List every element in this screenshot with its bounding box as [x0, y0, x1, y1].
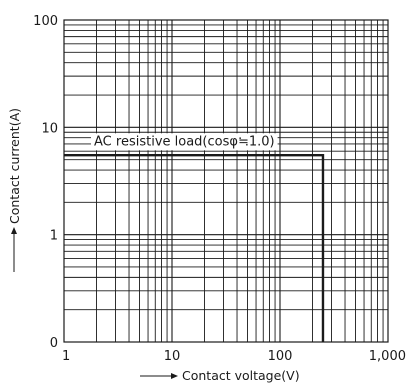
x-tick-label: 1 — [62, 349, 70, 364]
x-axis-title: Contact voltage(V) — [182, 368, 300, 383]
x-tick-label: 1,000 — [369, 349, 406, 364]
annotation-layer: AC resistive load(cosφ≒1.0) — [91, 133, 278, 151]
series-line-1 — [64, 154, 325, 342]
annotation-label: AC resistive load(cosφ≒1.0) — [94, 134, 275, 149]
x-tick-label: 10 — [164, 349, 181, 364]
y-tick-label: 10 — [41, 121, 58, 136]
x-axis-arrow-head — [171, 373, 178, 379]
y-axis-title: Contact current(A) — [7, 108, 22, 224]
annotation-background — [91, 133, 278, 151]
x-axis-title-group: Contact voltage(V) — [140, 368, 300, 383]
y-axis-title-group: Contact current(A) — [7, 108, 22, 272]
plot-frame — [63, 19, 389, 343]
y-axis-arrow-head — [11, 227, 17, 234]
y-tick-label: 1 — [50, 229, 58, 244]
x-tick-label: 100 — [268, 349, 293, 364]
y-tick-label: 100 — [33, 14, 58, 29]
y-tick-label: 0 — [50, 336, 58, 351]
grid-lines — [64, 20, 388, 342]
series-layer — [64, 154, 325, 342]
